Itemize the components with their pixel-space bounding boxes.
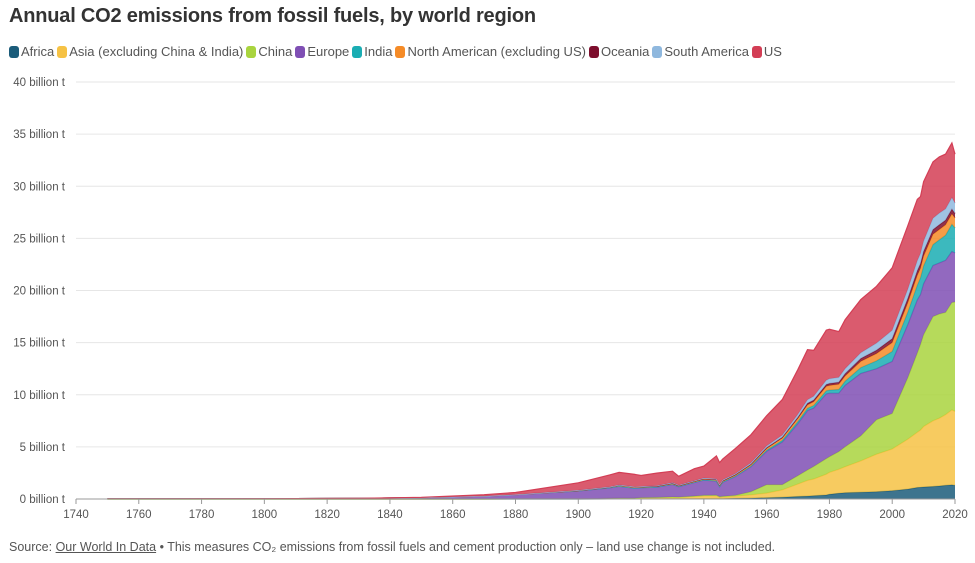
area-layer [107,141,956,500]
y-tick-label: 30 billion t [13,181,66,193]
legend-label: Oceania [600,44,650,59]
y-tick-label: 5 billion t [20,442,66,454]
x-tick-label: 2000 [879,509,905,520]
legend-item[interactable]: US [751,44,782,59]
area-outline [107,141,956,500]
legend-label: North American (excluding US) [407,44,586,59]
legend-swatch [395,45,406,58]
x-tick-label: 1740 [63,509,89,520]
legend-item[interactable]: Oceania [588,44,650,59]
x-tick-label: 1980 [817,509,843,520]
x-tick-label: 1900 [565,509,591,520]
legend-item[interactable]: Europe [295,44,349,59]
x-tick-label: 1920 [628,509,654,520]
legend-item[interactable]: Asia (excluding China & India) [57,44,243,59]
y-tick-label: 10 billion t [13,390,66,402]
legend-label: China [258,44,293,59]
source-note: Source: Our World In Data • This measure… [9,540,775,554]
legend-item[interactable]: North American (excluding US) [395,44,586,59]
y-tick-label: 0 billion t [20,494,66,506]
legend-swatch [352,45,363,58]
source-note-text: • This measures CO₂ emissions from fossi… [156,540,776,554]
area-chart: 0 billion t 5 billion t 10 billion t 15 bil… [13,77,968,520]
axis-layer: 0 billion t 5 billion t 10 billion t 15 bil… [13,77,968,520]
x-tick-label: 1820 [314,509,340,520]
legend-label: South America [664,44,749,59]
legend-swatch [246,45,257,58]
legend-swatch [588,45,599,58]
source-link[interactable]: Our World In Data [55,540,157,554]
legend-label: Asia (excluding China & India) [69,44,244,59]
x-tick-label: 1940 [691,509,717,520]
legend-swatch [9,45,19,58]
source-label: Source: [9,540,53,554]
legend-item[interactable]: South America [652,44,749,59]
chart-title: Annual CO2 emissions from fossil fuels, … [9,5,536,27]
x-tick-label: 1880 [503,509,529,520]
legend: Africa Asia (excluding China & India) Chin… [9,44,785,59]
x-tick-label: 1960 [754,509,780,520]
legend-swatch [751,45,762,58]
y-tick-label: 25 billion t [13,233,66,245]
x-tick-label: 1780 [189,509,215,520]
legend-swatch [57,45,68,58]
y-tick-label: 20 billion t [13,286,66,298]
x-tick-label: 1760 [126,509,152,520]
legend-label: US [763,44,782,59]
area-asia-excluding-china-india[interactable] [107,409,955,499]
legend-label: India [364,44,393,59]
area-africa[interactable] [107,484,955,499]
legend-label: Africa [21,44,55,59]
x-tick-label: 1800 [252,509,278,520]
legend-item[interactable]: Africa [9,44,54,59]
grid-layer [76,81,955,448]
legend-swatch [295,45,306,58]
y-tick-label: 15 billion t [13,338,66,350]
y-tick-label: 40 billion t [13,77,66,89]
legend-label: Europe [307,44,350,59]
legend-item[interactable]: China [246,44,292,59]
x-tick-label: 1860 [440,509,466,520]
x-tick-label: 1840 [377,509,403,520]
x-tick-label: 2020 [942,509,968,520]
legend-item[interactable]: India [352,44,392,59]
legend-swatch [652,45,663,58]
y-tick-label: 35 billion t [13,129,66,141]
